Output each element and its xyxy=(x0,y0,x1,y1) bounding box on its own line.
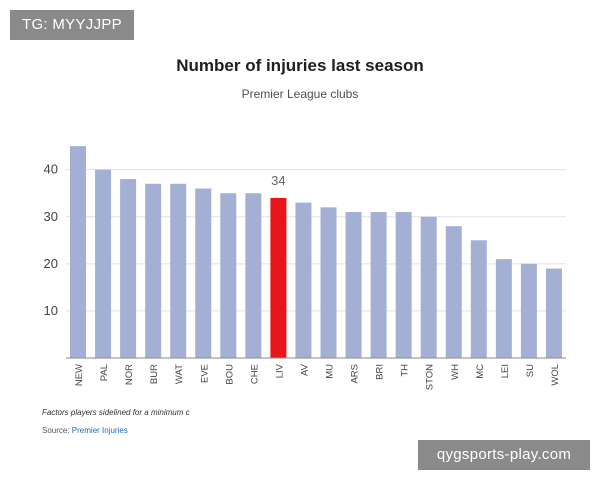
x-tick-label-th: TH xyxy=(400,364,411,377)
bar-ston xyxy=(420,216,437,358)
bar-liv xyxy=(270,197,287,358)
x-tick-label-bur: BUR xyxy=(149,364,160,384)
chart-title: Number of injuries last season xyxy=(176,56,424,75)
x-tick-label-ston: STON xyxy=(425,364,436,390)
bar-new xyxy=(70,146,86,358)
source-link[interactable]: Premier Injuries xyxy=(71,426,128,435)
x-tick-label-su: SU xyxy=(525,364,536,377)
x-tick-label-nor: NOR xyxy=(124,364,135,385)
x-tick-label-wol: WOL xyxy=(550,364,561,386)
chart-subtitle: Premier League clubs xyxy=(241,87,359,101)
y-tick-label-10: 10 xyxy=(44,303,58,318)
bar-wol xyxy=(545,268,562,358)
bar-wat xyxy=(170,183,187,358)
bar-ars xyxy=(345,212,362,358)
bar-pal xyxy=(95,169,112,358)
source-prefix: Source: xyxy=(42,426,72,435)
x-tick-label-liv: LIV xyxy=(274,363,285,378)
data-label-liv: 34 xyxy=(271,173,285,188)
bar-bur xyxy=(145,183,162,358)
bar-mc xyxy=(470,240,487,358)
x-tick-label-ars: ARS xyxy=(350,364,361,384)
bar-bou xyxy=(220,193,237,358)
y-tick-label-20: 20 xyxy=(44,256,58,271)
bar-lei xyxy=(495,259,512,358)
bar-su xyxy=(520,263,537,358)
bar-bri xyxy=(370,212,387,358)
bar-che xyxy=(245,193,262,358)
x-tick-label-bou: BOU xyxy=(224,364,235,385)
y-tick-label-30: 30 xyxy=(44,209,58,224)
x-tick-label-wat: WAT xyxy=(174,364,185,384)
bar-th xyxy=(395,212,412,358)
bar-nor xyxy=(120,179,137,358)
watermark-badge: qygsports-play.com xyxy=(418,440,590,470)
x-tick-label-pal: PAL xyxy=(99,364,110,381)
tag-badge: TG: MYYJJPP xyxy=(10,10,134,40)
bar-eve xyxy=(195,188,212,358)
x-tick-label-lei: LEI xyxy=(500,364,511,378)
bar-av xyxy=(295,202,312,358)
y-tick-label-40: 40 xyxy=(44,162,58,177)
x-tick-label-bri: BRI xyxy=(375,364,386,380)
x-tick-label-wh: WH xyxy=(450,364,461,380)
bar-wh xyxy=(445,226,462,358)
x-tick-label-che: CHE xyxy=(249,364,260,384)
x-tick-label-new: NEW xyxy=(74,364,85,386)
footnote: Factors players sidelined for a minimum … xyxy=(42,408,190,417)
x-tick-label-mu: MU xyxy=(325,364,336,379)
bar-mu xyxy=(320,207,337,358)
source-line: Source: Premier Injuries xyxy=(42,426,128,435)
x-tick-label-mc: MC xyxy=(475,364,486,379)
x-tick-label-av: AV xyxy=(299,363,310,376)
x-tick-label-eve: EVE xyxy=(199,364,210,383)
